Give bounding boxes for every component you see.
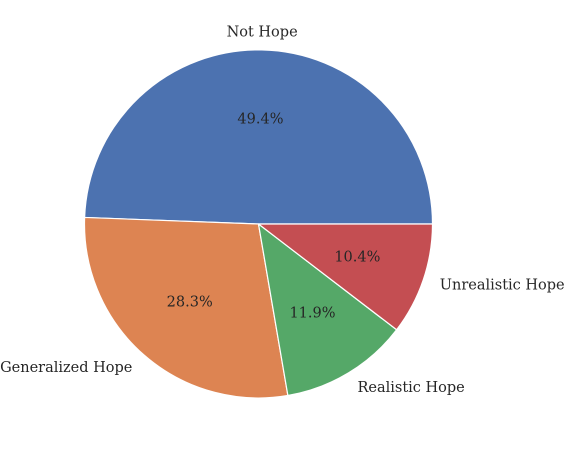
- pie-slice-not-hope: [84, 49, 434, 225]
- slice-percent-realistic-hope: 11.9%: [289, 305, 335, 321]
- pie-slice-generalized-hope: [83, 216, 289, 399]
- slice-percent-unrealistic-hope: 10.4%: [334, 250, 380, 266]
- slice-percent-not-hope: 49.4%: [237, 112, 283, 128]
- slice-percent-generalized-hope: 28.3%: [167, 295, 213, 311]
- pie-slice-unrealistic-hope: [257, 223, 434, 331]
- slice-label-not-hope: Not Hope: [227, 25, 298, 41]
- pie-slice-realistic-hope: [257, 223, 398, 397]
- pie-labels: Not Hope 49.4% Generalized Hope 28.3% Realis…: [0, 25, 565, 396]
- slice-label-unrealistic-hope: Unrealistic Hope: [440, 277, 565, 293]
- slice-label-realistic-hope: Realistic Hope: [357, 380, 464, 396]
- slice-label-generalized-hope: Generalized Hope: [0, 360, 132, 376]
- pie-slices: [83, 49, 434, 399]
